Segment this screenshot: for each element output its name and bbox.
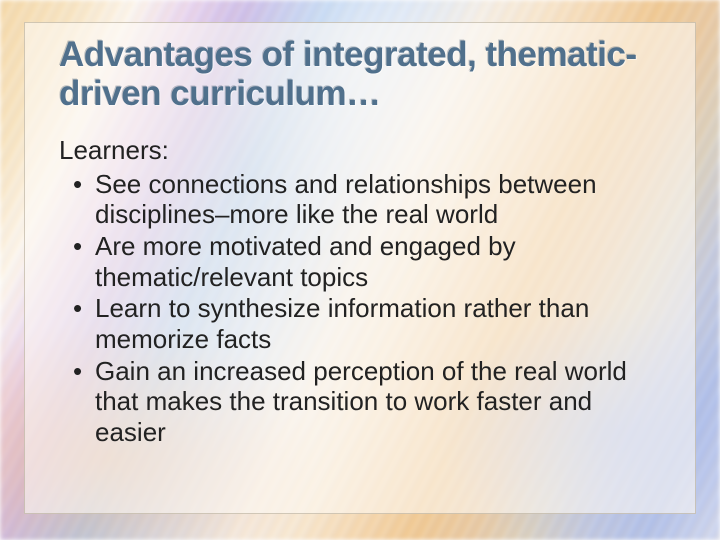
bullet-list: See connections and relationships betwee… [59, 169, 661, 448]
list-item: See connections and relationships betwee… [59, 169, 661, 230]
slide-title: Advantages of integrated, thematic-drive… [59, 35, 661, 113]
content-panel: Advantages of integrated, thematic-drive… [24, 22, 696, 514]
list-item: Gain an increased perception of the real… [59, 356, 661, 448]
list-item: Are more motivated and engaged by themat… [59, 231, 661, 292]
list-item: Learn to synthesize information rather t… [59, 293, 661, 354]
intro-text: Learners: [59, 135, 661, 166]
